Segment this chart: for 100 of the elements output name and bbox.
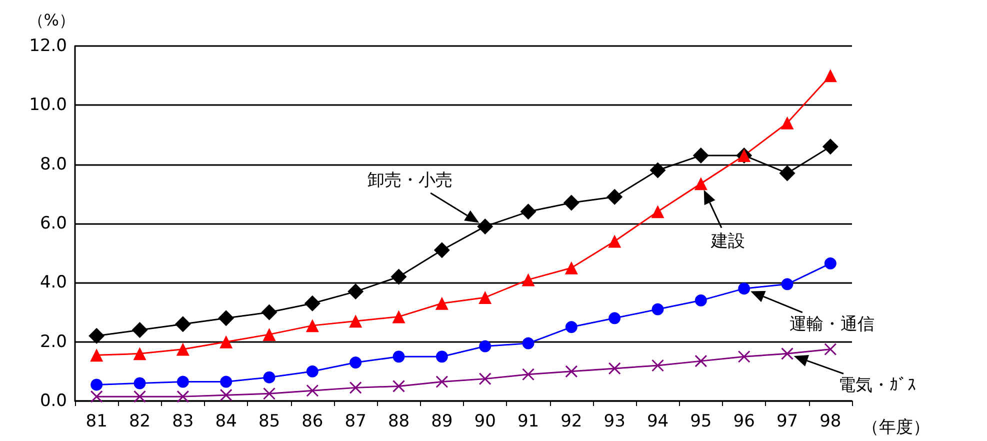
point bbox=[824, 257, 836, 270]
x-tick-label: 83 bbox=[172, 412, 194, 432]
point bbox=[738, 282, 750, 295]
point bbox=[90, 348, 104, 362]
y-tick-label: 8.0 bbox=[40, 154, 67, 174]
x-tick-label: 96 bbox=[733, 412, 755, 432]
point bbox=[565, 365, 578, 378]
point bbox=[738, 350, 750, 363]
point bbox=[694, 354, 708, 368]
point bbox=[392, 350, 405, 363]
point bbox=[390, 268, 407, 285]
x-tick-label: 81 bbox=[86, 412, 108, 432]
x-tick-label: 93 bbox=[604, 412, 626, 432]
point bbox=[306, 365, 318, 378]
y-axis-title: （%） bbox=[28, 10, 75, 30]
point bbox=[479, 340, 492, 352]
point bbox=[822, 138, 838, 155]
point bbox=[608, 362, 621, 375]
point bbox=[262, 328, 276, 341]
point bbox=[606, 188, 623, 205]
point bbox=[90, 390, 103, 403]
point bbox=[651, 205, 664, 218]
point bbox=[350, 356, 362, 369]
point bbox=[306, 319, 319, 332]
point bbox=[608, 312, 621, 324]
point bbox=[779, 165, 796, 182]
x-tick-label: 84 bbox=[215, 412, 237, 432]
x-tick-label: 90 bbox=[474, 412, 496, 432]
point bbox=[824, 342, 837, 356]
point bbox=[435, 296, 448, 310]
point bbox=[134, 390, 146, 403]
point bbox=[392, 310, 406, 324]
point bbox=[174, 316, 191, 332]
x-tick-label: 95 bbox=[690, 412, 712, 432]
point bbox=[220, 388, 232, 402]
point bbox=[220, 335, 233, 348]
point bbox=[824, 69, 837, 82]
point bbox=[608, 234, 622, 248]
point bbox=[652, 359, 664, 372]
point bbox=[522, 273, 535, 286]
point bbox=[522, 337, 534, 350]
y-tick-label: 2.0 bbox=[40, 332, 67, 352]
annotation: 卸売・小売 bbox=[368, 170, 453, 190]
point bbox=[563, 194, 580, 211]
point bbox=[263, 371, 276, 384]
y-tick-label: 10.0 bbox=[29, 95, 67, 116]
point bbox=[522, 368, 534, 381]
point bbox=[478, 372, 492, 386]
x-axis-title: （年度） bbox=[862, 418, 930, 438]
point bbox=[348, 284, 364, 300]
point bbox=[780, 116, 794, 130]
point bbox=[133, 347, 146, 360]
point bbox=[90, 378, 103, 391]
annotation: 電気・ｶﾞｽ bbox=[838, 376, 916, 396]
point bbox=[349, 381, 362, 394]
point bbox=[694, 294, 707, 306]
point bbox=[692, 147, 709, 164]
point bbox=[477, 218, 494, 234]
point bbox=[88, 328, 105, 344]
annotation: 運輸・通信 bbox=[790, 314, 875, 335]
x-tick-label: 85 bbox=[258, 412, 280, 432]
point bbox=[176, 342, 190, 356]
point bbox=[564, 261, 578, 274]
x-tick-label: 94 bbox=[646, 412, 669, 432]
y-tick-label: 12.0 bbox=[29, 36, 67, 56]
y-tick-label: 4.0 bbox=[40, 272, 67, 293]
point bbox=[478, 290, 492, 304]
x-tick-label: 91 bbox=[517, 412, 540, 432]
point bbox=[650, 162, 666, 178]
point bbox=[652, 303, 664, 316]
point bbox=[436, 350, 448, 363]
x-tick-label: 92 bbox=[560, 412, 582, 432]
point bbox=[261, 304, 278, 320]
x-tick-label: 86 bbox=[302, 412, 324, 432]
point bbox=[218, 310, 234, 326]
point bbox=[220, 376, 232, 388]
x-tick-label: 89 bbox=[431, 412, 453, 432]
x-tick-label: 87 bbox=[344, 412, 366, 432]
x-tick-label: 88 bbox=[388, 412, 410, 432]
point bbox=[176, 376, 189, 388]
point bbox=[176, 390, 190, 403]
point bbox=[434, 242, 450, 258]
x-tick-label: 82 bbox=[128, 412, 151, 432]
y-tick-label: 6.0 bbox=[40, 214, 67, 234]
point bbox=[565, 321, 578, 334]
point bbox=[694, 177, 708, 190]
point bbox=[781, 278, 794, 290]
point bbox=[436, 376, 448, 388]
point bbox=[781, 347, 794, 360]
point bbox=[349, 314, 362, 328]
y-tick-label: 0.0 bbox=[40, 391, 67, 411]
point bbox=[306, 384, 319, 397]
point bbox=[392, 380, 405, 392]
x-tick-label: 97 bbox=[776, 412, 798, 432]
annotation: 建設 bbox=[710, 232, 745, 252]
point bbox=[520, 204, 536, 220]
point bbox=[304, 295, 320, 312]
point bbox=[263, 387, 276, 400]
point bbox=[134, 377, 146, 390]
point bbox=[132, 322, 148, 338]
